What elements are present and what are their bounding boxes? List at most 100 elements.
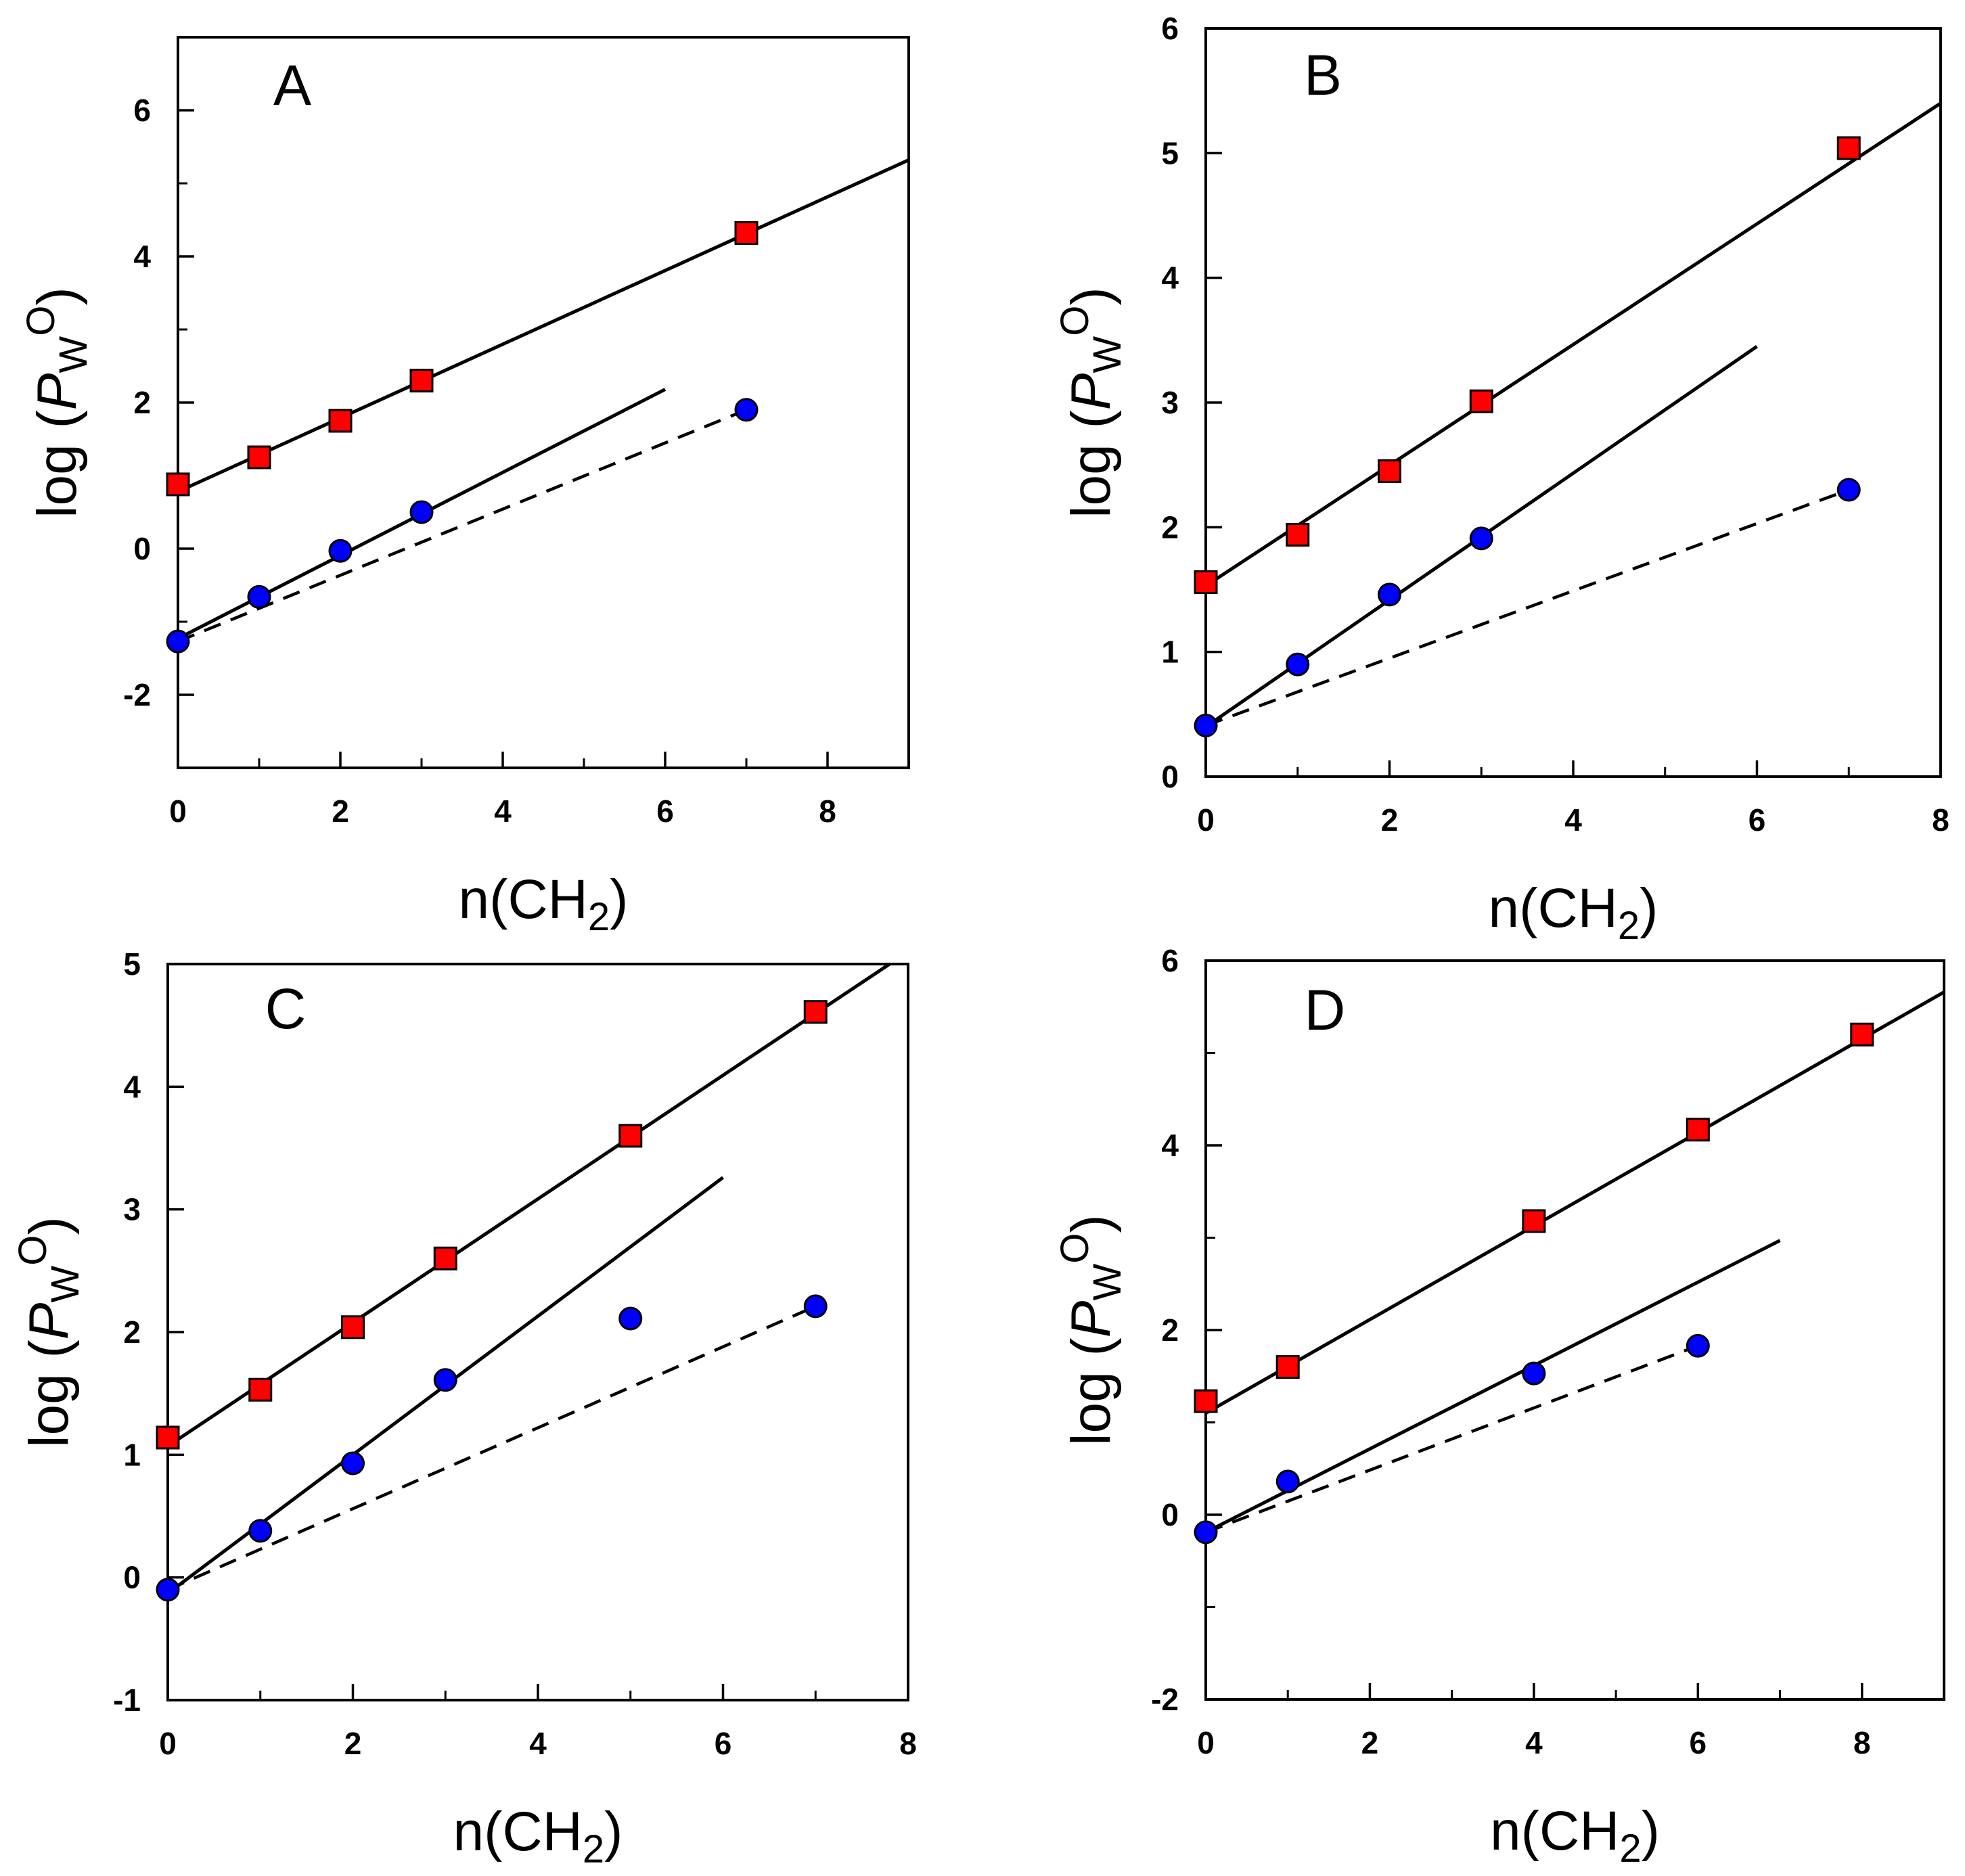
panel-d-x-axis-label: n(CH2) xyxy=(1490,1800,1660,1871)
panel-d-circle-point xyxy=(1522,1361,1546,1386)
panel-d-square-point xyxy=(1194,1389,1218,1413)
panel-d-solid-line-1 xyxy=(1204,990,1945,1415)
panel-c-circle-point xyxy=(248,1519,273,1543)
panel-b-solid-line-1 xyxy=(1204,101,1942,588)
panel-b-circle-point xyxy=(1836,478,1861,502)
panel-d-y-tick-label: 0 xyxy=(1161,1497,1179,1532)
panel-a-y-tick-label: 6 xyxy=(133,93,151,128)
panel-c-y-tick-label: 5 xyxy=(123,946,141,982)
panel-c-circle-point xyxy=(156,1578,180,1602)
panel-c-solid-line-1 xyxy=(166,962,891,1448)
panel-a-circle-point xyxy=(734,398,759,422)
panel-b-x-axis-label: n(CH2) xyxy=(1489,877,1658,948)
panel-a: 0 2 4 6 8 -2 0 2 4 6 An(CH2) log (PWO) xyxy=(19,36,910,939)
panel-b-y-tick-label: 5 xyxy=(1161,135,1179,170)
panel-a-x-axis-label: n(CH2) xyxy=(459,869,629,939)
panel-b-axes-frame xyxy=(1204,27,1942,778)
panel-c-x-tick-label: 8 xyxy=(899,1726,917,1761)
panel-b-circle-point xyxy=(1469,526,1493,551)
panel-b-x-tick-label: 6 xyxy=(1748,802,1766,838)
panel-b-letter: B xyxy=(1304,43,1342,107)
panel-b-x-tick-label: 0 xyxy=(1197,802,1215,838)
panel-b-circle-point xyxy=(1378,582,1401,607)
panel-c-x-tick-label: 4 xyxy=(529,1726,547,1761)
panel-b-y-tick-label: 0 xyxy=(1161,759,1179,794)
panel-d-square-point xyxy=(1275,1355,1300,1379)
panel-c-x-tick-label: 2 xyxy=(344,1726,362,1761)
panel-d-axes-frame xyxy=(1204,959,1945,1701)
panel-b-y-tick-label: 1 xyxy=(1161,635,1179,670)
panel-c-x-axis-label: n(CH2) xyxy=(453,1801,623,1871)
panel-c-circle-point xyxy=(433,1368,457,1392)
panel-c-y-tick-label: 1 xyxy=(123,1437,141,1472)
panel-b-y-tick-label: 2 xyxy=(1161,509,1179,545)
panel-b-x-tick-label: 2 xyxy=(1381,802,1399,838)
panel-c-square-point xyxy=(341,1315,365,1340)
panel-c-y-tick-label: 2 xyxy=(123,1314,141,1350)
panel-b-square-point xyxy=(1194,570,1218,594)
panel-d-x-tick-label: 0 xyxy=(1197,1725,1215,1760)
panel-d-square-point xyxy=(1522,1209,1546,1233)
panel-c-y-axis-label: log (PWO) xyxy=(11,1216,87,1447)
panel-c-axes-frame xyxy=(166,963,909,1701)
panel-d-x-tick-label: 8 xyxy=(1853,1725,1871,1760)
panel-c-dashed-line-3 xyxy=(167,1304,817,1591)
panel-d-solid-line-2 xyxy=(1204,1239,1781,1534)
panel-a-square-point xyxy=(328,409,353,433)
panel-d-y-axis-label: log (PWO) xyxy=(1053,1214,1129,1445)
panel-d-dashed-line-3 xyxy=(1205,1344,1699,1534)
panel-c-square-point xyxy=(248,1377,273,1402)
panel-b-y-tick-label: 4 xyxy=(1161,260,1179,296)
panel-c-square-point xyxy=(433,1246,457,1271)
panel-a-square-point xyxy=(409,369,434,393)
panel-a-letter: A xyxy=(273,53,311,117)
panel-b: 0 2 4 6 8 0 1 2 3 4 5 6 Bn(CH2) log (PWO) xyxy=(1053,11,1949,948)
panel-c-square-point xyxy=(156,1425,180,1450)
panel-d-x-tick-label: 2 xyxy=(1361,1725,1379,1760)
panel-a-y-axis-label: log (PWO) xyxy=(19,287,95,518)
panel-a-axes-frame xyxy=(177,36,910,769)
panel-a-square-point xyxy=(166,472,190,497)
panel-b-square-point xyxy=(1836,136,1861,160)
panel-b-x-tick-label: 8 xyxy=(1932,802,1949,838)
panel-c-square-point xyxy=(803,1000,828,1024)
panel-a-solid-line-1 xyxy=(177,158,910,494)
panel-a-y-tick-label: -2 xyxy=(123,677,151,712)
panel-b-y-tick-label: 3 xyxy=(1161,385,1179,420)
panel-a-circle-point xyxy=(247,585,271,609)
panel-b-square-point xyxy=(1378,459,1401,483)
panel-a-x-tick-label: 0 xyxy=(169,794,187,829)
panel-b-square-point xyxy=(1469,389,1493,413)
panel-b-y-axis-label: log (PWO) xyxy=(1053,287,1129,518)
panel-b-y-tick-label: 6 xyxy=(1161,11,1179,46)
panel-c-letter: C xyxy=(265,977,307,1040)
panel-c-x-tick-label: 0 xyxy=(159,1726,177,1761)
panel-d-square-point xyxy=(1686,1118,1710,1142)
panel-b-square-point xyxy=(1286,522,1310,547)
panel-b-dashed-line-3 xyxy=(1205,488,1850,727)
panel-c-circle-point xyxy=(341,1451,365,1475)
panel-c: 0 2 4 6 8 -1 0 1 2 3 4 5 Cn(CH2) log (PWO) xyxy=(11,946,917,1871)
panel-a-x-tick-label: 2 xyxy=(332,794,349,829)
panel-a-circle-point xyxy=(166,629,190,654)
panel-d-circle-point xyxy=(1686,1333,1710,1358)
panel-a-x-tick-label: 6 xyxy=(656,794,674,829)
panel-d-circle-point xyxy=(1194,1520,1218,1545)
panel-a-circle-point xyxy=(328,539,353,563)
panel-d-square-point xyxy=(1850,1022,1874,1047)
panel-d-y-tick-label: -2 xyxy=(1151,1682,1179,1717)
panel-b-x-tick-label: 4 xyxy=(1564,802,1582,838)
panel-d: 0 2 4 6 8 -2 0 2 4 6 Dn(CH2) log (PWO) xyxy=(1053,943,1945,1871)
panel-a-dashed-line-3 xyxy=(177,408,747,643)
panel-c-y-tick-label: 4 xyxy=(123,1069,141,1104)
panel-a-y-tick-label: 2 xyxy=(133,385,151,420)
panel-c-y-tick-label: 3 xyxy=(123,1192,141,1227)
panel-a-x-tick-label: 8 xyxy=(819,794,836,829)
panel-a-y-tick-label: 0 xyxy=(133,531,151,566)
panel-d-x-tick-label: 6 xyxy=(1690,1725,1707,1760)
panel-c-circle-point xyxy=(618,1306,643,1331)
panel-c-circle-point xyxy=(803,1294,828,1319)
panel-d-y-tick-label: 4 xyxy=(1161,1128,1179,1163)
panel-a-y-tick-label: 4 xyxy=(133,239,151,274)
